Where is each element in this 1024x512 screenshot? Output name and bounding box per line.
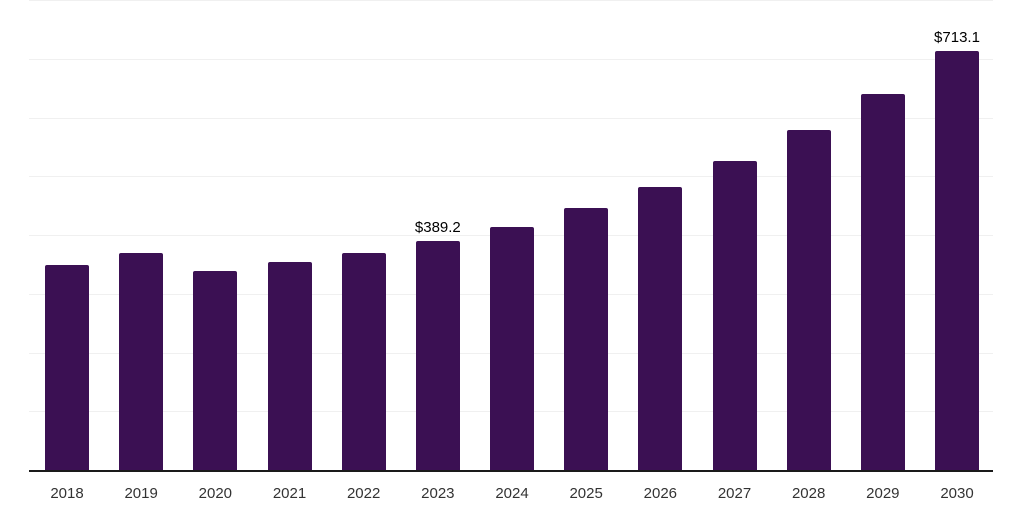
gridline-700: [29, 58, 993, 60]
bar-2024: [490, 227, 534, 470]
x-tick-2020: 2020: [198, 485, 233, 502]
x-tick-2023: 2023: [421, 485, 455, 502]
bar-2022: [341, 253, 386, 470]
bar-2030: [935, 51, 979, 470]
x-tick-2030: 2030: [940, 485, 974, 502]
data-label-2023: $389.2: [414, 219, 461, 237]
x-tick-2019: 2019: [124, 485, 158, 502]
x-tick-2027: 2027: [717, 485, 752, 502]
x-tick-2029: 2029: [866, 485, 900, 502]
x-tick-2021: 2021: [272, 485, 307, 502]
gridline-600: [29, 117, 993, 119]
x-tick-2024: 2024: [495, 485, 529, 502]
bar-2025: [564, 207, 609, 470]
x-tick-2028: 2028: [791, 485, 826, 502]
gridline-800: [29, 0, 993, 1]
x-tick-2025: 2025: [569, 485, 603, 502]
bar-2020: [193, 271, 238, 470]
bar-2021: [267, 262, 312, 470]
bar-2027: [712, 160, 757, 470]
x-axis-line: [29, 470, 993, 472]
bar-2026: [638, 186, 683, 470]
x-tick-2022: 2022: [346, 485, 381, 502]
plot-area: $389.2 $713.1: [29, 0, 993, 472]
bar-2023: [415, 241, 460, 470]
gridline-500: [29, 176, 993, 178]
bar-2019: [119, 253, 164, 470]
x-tick-2026: 2026: [643, 485, 678, 502]
data-label-2030: $713.1: [934, 29, 980, 47]
bar-2029: [860, 93, 905, 470]
bar-2028: [786, 129, 831, 470]
x-tick-2018: 2018: [50, 485, 84, 502]
bar-2018: [45, 265, 89, 470]
